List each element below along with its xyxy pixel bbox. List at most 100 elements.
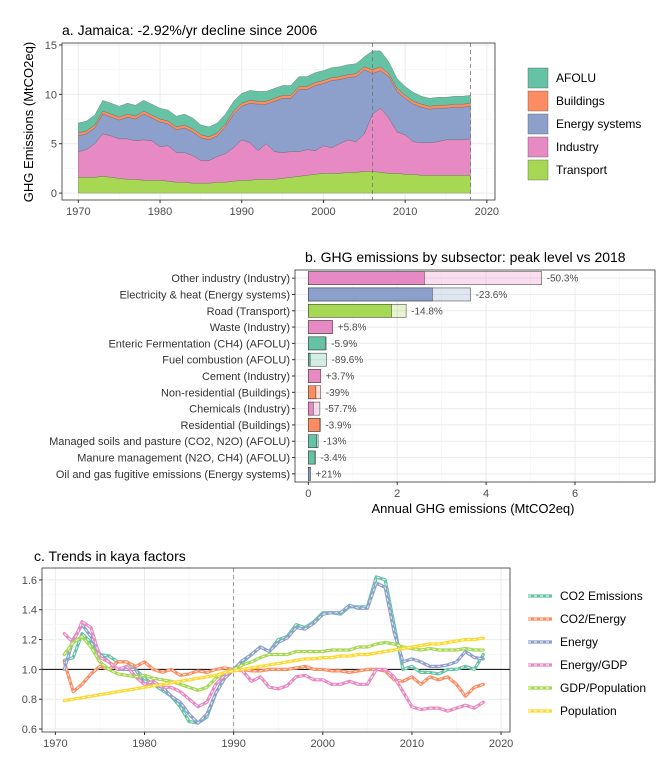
panel-b-xtick-label: 6 [572, 488, 578, 500]
category-label: Chemicals (Industry) [189, 404, 290, 416]
panel-a-ytick-label: 10 [45, 89, 57, 101]
bar-change-label: +21% [316, 469, 342, 480]
legend-label: CO2/Energy [560, 612, 626, 626]
panel-c-ytick-label: 0.8 [22, 694, 37, 706]
category-label: Manure management (N2O, CH4) (AFOLU) [77, 453, 290, 465]
bar-change-label: -3.9% [325, 420, 351, 431]
panel-c-ytick-label: 1.6 [22, 575, 37, 587]
bar-change-label: +3.7% [326, 372, 355, 383]
panel-c-title: c. Trends in kaya factors [34, 548, 186, 564]
legend-key-transport [527, 159, 549, 181]
bar-2018 [308, 418, 321, 432]
bar-2018 [308, 352, 311, 367]
line-gdp-population-dash [63, 635, 484, 691]
panel-b-xlabel: Annual GHG emissions (MtCO2eq) [371, 501, 574, 516]
bar-2018 [308, 401, 314, 416]
bar-2018 [308, 434, 318, 449]
panel-b-ticks: Other industry (Industry) Electricity & h… [49, 273, 578, 500]
panel-a-ytick-label: 0 [51, 188, 57, 200]
line-population-dash [64, 637, 484, 702]
panel-c-lines [42, 568, 510, 732]
category-label: Waste (Industry) [210, 322, 290, 334]
bar-peak [308, 352, 327, 367]
legend-label: Transport [556, 163, 608, 177]
panel-c-xtick-label: 2000 [311, 738, 335, 750]
bar-2018 [308, 450, 316, 465]
bar-2018 [308, 287, 433, 302]
category-label: Residential (Buildings) [181, 420, 290, 432]
bar-change-label: -13% [323, 437, 346, 448]
bar-2018 [308, 369, 322, 383]
bar-2018 [308, 467, 311, 481]
panel-b-bars: -50.3% -23.6% -14.8% +5.8% -5.9% -89.6% +3.7% -… [308, 271, 579, 481]
panel-a: a. Jamaica: -2.92%/yr decline since 2006… [21, 22, 641, 218]
panel-c-ytick-label: 1.0 [22, 664, 37, 676]
line-co2-energy-dash [63, 661, 484, 697]
legend-label: GDP/Population [560, 681, 646, 695]
legend-label: Energy systems [556, 117, 641, 131]
line-energy-gdp-dash [63, 620, 484, 712]
panel-a-xtick-label: 2000 [311, 206, 335, 218]
panel-c-xtick-label: 2020 [489, 738, 513, 750]
panel-a-xtick-label: 1970 [66, 206, 90, 218]
bar-change-label: -5.9% [331, 339, 357, 350]
panel-c-ytick-label: 1.4 [22, 605, 37, 617]
legend-key-buildings [527, 90, 549, 112]
panel-a-legend: AFOLU Buildings Energy systems Industry Tran… [527, 67, 641, 181]
category-label: Fuel combustion (AFOLU) [162, 355, 290, 367]
panel-b-xtick-label: 0 [305, 488, 311, 500]
legend-label: Industry [556, 140, 599, 154]
panel-a-ytick-label: 15 [45, 40, 57, 52]
bar-change-label: +5.8% [338, 323, 367, 334]
panel-c-xtick-label: 2010 [400, 738, 424, 750]
panel-a-vlines [372, 43, 471, 200]
panel-a-ylabel: GHG Emissions (MtCO2eq) [21, 42, 36, 202]
category-label: Oil and gas fugitive emissions (Energy s… [56, 469, 290, 481]
bar-change-label: -39% [326, 388, 349, 399]
panel-c-ticks: 1970 1980 1990 2000 2010 2020 0.6 0.8 1.0 1.2 1.4 1… [22, 575, 514, 750]
legend-key-afolu [527, 67, 549, 89]
bar-2018 [308, 336, 326, 351]
panel-c-ytick-label: 0.6 [22, 724, 37, 736]
area-afolu [78, 50, 471, 137]
panel-a-xtick-label: 1980 [148, 206, 172, 218]
bar-2018 [308, 320, 334, 334]
legend-label: CO2 Emissions [560, 589, 643, 603]
line-energy-dash [63, 582, 484, 724]
bar-change-label: -23.6% [476, 290, 508, 301]
panel-b-gridlines [295, 270, 655, 482]
legend-label: Energy [560, 635, 598, 649]
legend-label: Buildings [556, 94, 605, 108]
legend-label: Population [560, 704, 617, 718]
panel-c-ytick-label: 1.2 [22, 635, 37, 647]
legend-key-energy-systems [527, 113, 549, 135]
panel-a-xtick-label: 1990 [229, 206, 253, 218]
panel-a-ticks: 1970 1980 1990 2000 2010 2020 0 5 10 15 [45, 40, 499, 218]
bar-change-label: -50.3% [547, 274, 579, 285]
bar-change-label: -89.6% [332, 355, 364, 366]
panel-c-xtick-label: 1980 [132, 738, 156, 750]
panel-a-frame [61, 42, 496, 201]
panel-c: c. Trends in kaya factors 1970 1980 1990 20… [22, 548, 646, 750]
panel-b-xtick-label: 4 [483, 488, 489, 500]
panel-a-xtick-label: 2020 [475, 206, 499, 218]
panel-c-xtick-label: 1970 [43, 738, 67, 750]
panel-c-frame [41, 567, 511, 733]
panel-c-legend: CO2 Emissions CO2/Energy Energy Energy/GDP G… [528, 589, 646, 718]
panel-a-xtick-label: 2010 [393, 206, 417, 218]
bar-change-label: -57.7% [325, 404, 357, 415]
bar-2018 [308, 303, 392, 318]
panel-a-title: a. Jamaica: -2.92%/yr decline since 2006 [62, 22, 317, 38]
legend-label: AFOLU [556, 71, 596, 85]
category-label: Managed soils and pasture (CO2, N2O) (AF… [49, 436, 290, 448]
category-label: Road (Transport) [207, 306, 290, 318]
panel-b: b. GHG emissions by subsector: peak leve… [49, 249, 656, 516]
category-label: Enteric Fermentation (CH4) (AFOLU) [108, 338, 290, 350]
category-label: Other industry (Industry) [171, 273, 290, 285]
panel-b-xtick-label: 2 [394, 488, 400, 500]
panel-a-ytick-label: 5 [51, 139, 57, 151]
bar-2018 [308, 385, 317, 400]
category-label: Cement (Industry) [202, 371, 290, 383]
panel-b-title: b. GHG emissions by subsector: peak leve… [305, 249, 626, 265]
